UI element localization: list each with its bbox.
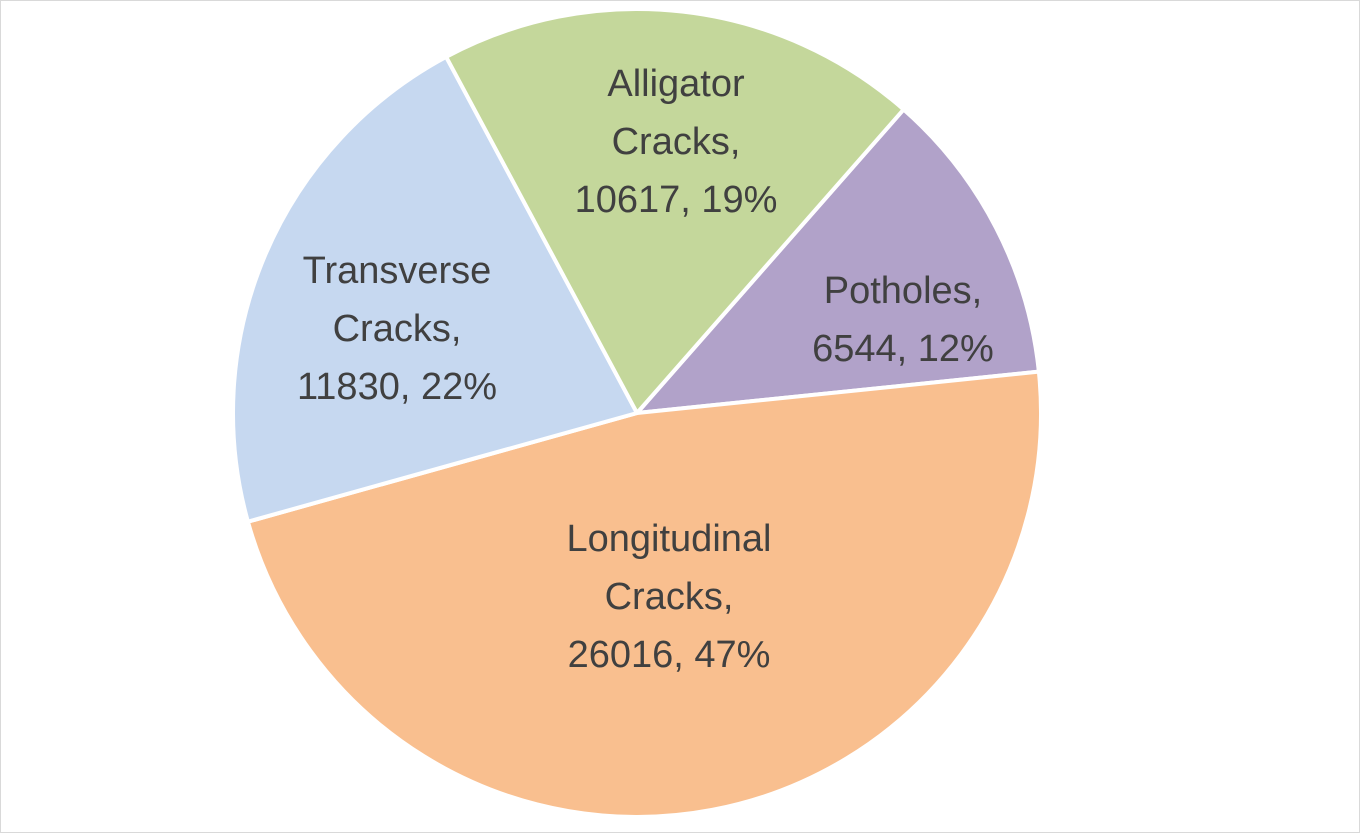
pie-slice-longitudinal-cracks <box>245 369 1043 819</box>
data-label-transverse-cracks: Transverse Cracks, 11830, 22% <box>297 250 497 408</box>
pie-slice-transverse-cracks <box>231 54 639 524</box>
data-label-line: 26016, 47% <box>568 634 771 676</box>
data-label-line: Cracks, <box>333 308 462 350</box>
data-label-line: Alligator <box>607 63 745 105</box>
pie-slice-potholes <box>635 107 1041 415</box>
data-label-alligator-cracks: Alligator Cracks, 10617, 19% <box>575 63 778 221</box>
data-label-longitudinal-cracks: Longitudinal Cracks, 26016, 47% <box>567 518 772 676</box>
data-label-line: Longitudinal <box>567 518 772 560</box>
data-label-line: 11830, 22% <box>297 366 497 408</box>
data-label-line: Transverse <box>303 250 492 292</box>
data-label-line: Cracks, <box>605 576 734 618</box>
pie-slice-alligator-cracks <box>444 7 906 415</box>
data-label-line: Potholes, <box>824 270 982 312</box>
pie-slices <box>231 7 1043 819</box>
data-label-line: Cracks, <box>612 121 741 163</box>
data-label-potholes: Potholes, 6544, 12% <box>812 270 994 370</box>
pie-labels: Potholes, 6544, 12% Longitudinal Cracks, 260… <box>297 63 994 676</box>
data-label-line: 10617, 19% <box>575 179 778 221</box>
data-label-line: 6544, 12% <box>812 328 994 370</box>
